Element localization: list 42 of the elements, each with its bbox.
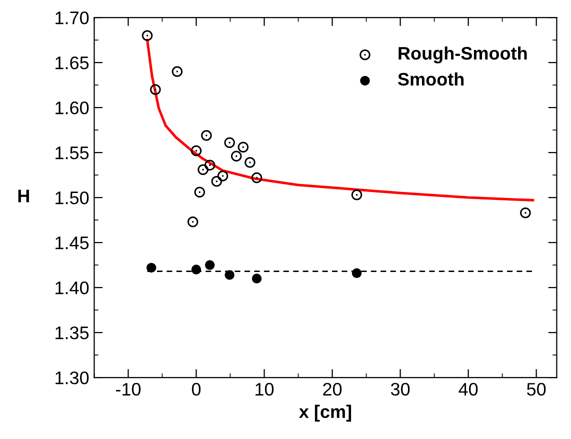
point [191,264,202,274]
x-tick-label: 50 [527,382,546,396]
point [352,268,362,278]
legend-label: Rough-Smooth [398,46,527,64]
x-tick-label: 40 [458,382,478,396]
y-tick-label: 1.45 [56,236,89,250]
y-tick-label: 1.55 [56,146,89,160]
point [204,160,216,171]
point [150,84,161,95]
point [251,172,262,184]
y-tick-label: 1.40 [56,281,89,294]
point [187,216,198,228]
x-tick-label: -10 [116,382,141,396]
point [217,170,228,182]
point [172,66,183,77]
y-tick-label: 1.65 [56,56,89,70]
y-tick-label: 1.60 [56,101,89,114]
x-axis-title: x [cm] [299,404,352,422]
point [194,186,206,198]
legend-label: Smooth [398,72,464,86]
point [520,207,531,218]
point [142,30,153,41]
point [146,262,156,273]
point [204,260,215,270]
point [351,189,362,200]
y-tick-label: 1.50 [56,191,89,204]
x-tick-label: 0 [192,382,201,396]
point [224,270,234,280]
y-tick-label: 1.70 [56,11,89,24]
x-tick-label: 10 [256,382,274,396]
y-tick-label: 1.30 [56,371,89,384]
y-axis-title: H [18,190,29,202]
point [224,137,235,148]
point [230,150,242,162]
point [238,142,249,153]
point [252,274,262,284]
point [244,157,256,168]
point [201,130,212,141]
x-tick-label: 20 [323,382,342,396]
point [190,145,202,156]
y-tick-label: 1.35 [56,326,89,340]
x-tick-label: 30 [390,382,410,396]
